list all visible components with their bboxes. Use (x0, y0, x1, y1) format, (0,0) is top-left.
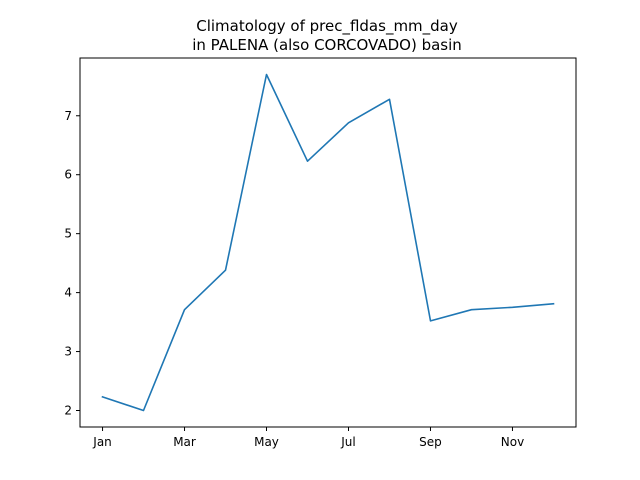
x-axis: Jan Mar May Jul Sep Nov (92, 427, 524, 449)
chart-title-line1: Climatology of prec_fldas_mm_day (196, 17, 458, 36)
series-layer (101, 73, 555, 412)
x-tick-label: May (254, 435, 279, 449)
x-tick-label: Mar (173, 435, 196, 449)
series-line (101, 73, 555, 412)
x-tick-label: Jul (340, 435, 355, 449)
y-tick-label: 6 (64, 168, 72, 182)
y-axis: 2 3 4 5 6 7 (64, 109, 80, 417)
y-tick-label: 3 (64, 345, 72, 359)
y-tick-label: 5 (64, 227, 72, 241)
x-tick-label: Sep (419, 435, 442, 449)
x-tick-label: Nov (501, 435, 524, 449)
chart-title-line2: in PALENA (also CORCOVADO) basin (192, 36, 462, 54)
x-tick-label: Jan (92, 435, 112, 449)
y-tick-label: 2 (64, 403, 72, 417)
y-tick-label: 4 (64, 286, 72, 300)
plot-area-frame (79, 57, 577, 428)
y-tick-label: 7 (64, 109, 72, 123)
